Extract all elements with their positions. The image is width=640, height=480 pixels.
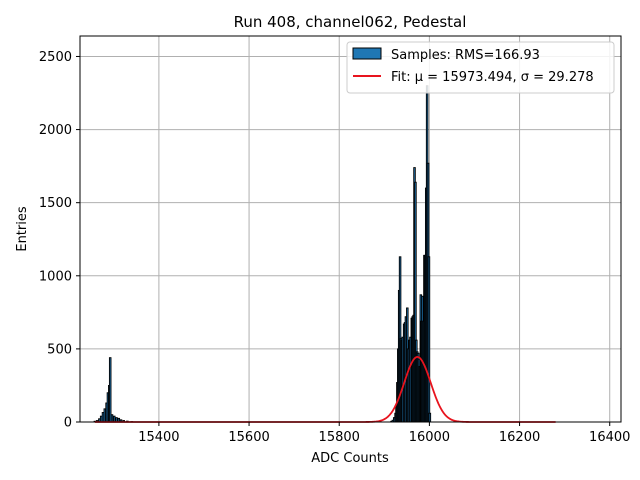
y-axis-ticks: 0 500 1000 1500 2000 2500 [39, 50, 80, 431]
chart-title: Run 408, channel062, Pedestal [234, 13, 467, 31]
legend-label-samples: Samples: RMS=166.93 [391, 48, 540, 63]
legend-swatch-samples [352, 47, 382, 60]
x-tick-label: 15400 [138, 430, 179, 445]
y-tick-label: 2000 [39, 123, 72, 138]
x-axis-ticks: 15400 15600 15800 16000 16200 16400 [138, 422, 630, 445]
x-tick-label: 15600 [228, 430, 269, 445]
y-tick-label: 1500 [39, 196, 72, 211]
y-axis-title: Entries [15, 206, 30, 252]
x-tick-label: 16200 [499, 430, 540, 445]
y-tick-label: 1000 [39, 269, 72, 284]
histogram-bar [427, 256, 431, 423]
histogram-bar [110, 414, 114, 423]
x-tick-label: 16400 [589, 430, 630, 445]
x-tick-label: 16000 [409, 430, 450, 445]
legend: Samples: RMS=166.93 Fit: μ = 15973.494, … [346, 41, 615, 94]
y-tick-label: 2500 [39, 50, 72, 65]
x-tick-label: 15800 [319, 430, 360, 445]
legend-label-fit: Fit: μ = 15973.494, σ = 29.278 [391, 70, 594, 85]
histogram-bar [428, 412, 432, 423]
legend-box [346, 41, 615, 94]
histogram-bar [108, 357, 112, 423]
y-tick-label: 0 [64, 416, 72, 431]
grid [80, 36, 621, 423]
plot-frame [79, 35, 622, 423]
x-axis-title: ADC Counts [311, 451, 389, 466]
y-tick-label: 500 [47, 342, 72, 357]
